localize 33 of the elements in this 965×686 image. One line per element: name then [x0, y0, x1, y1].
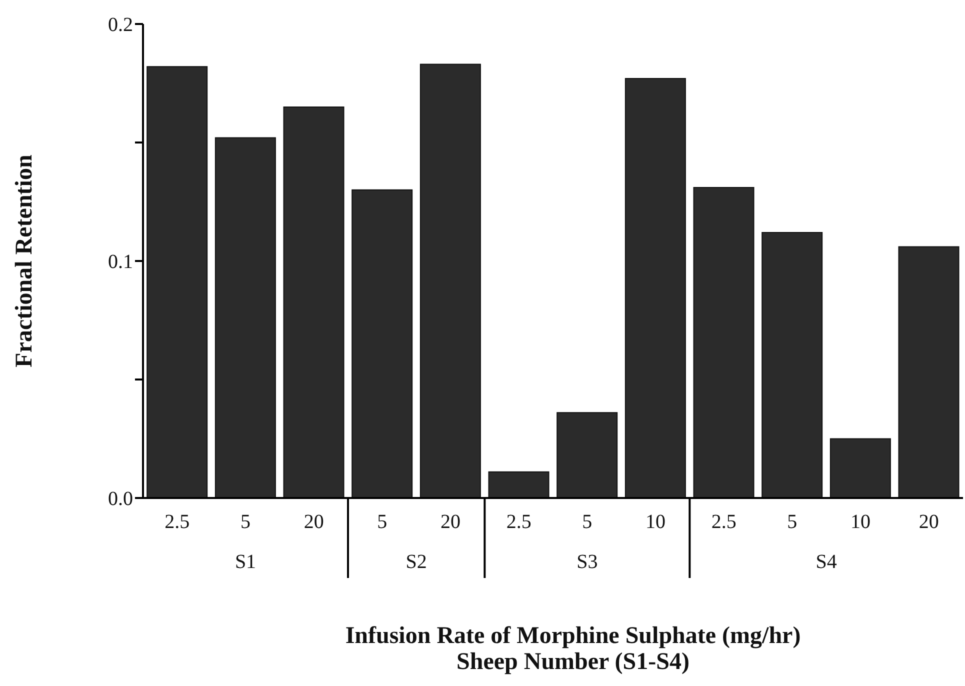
x-tick-label: 5 — [240, 511, 250, 533]
x-tick-label: 5 — [377, 511, 388, 533]
x-tick-label: 2.5 — [506, 511, 532, 533]
x-tick-label: 10 — [850, 511, 870, 533]
text: S4 — [816, 551, 837, 573]
bar — [488, 471, 550, 498]
y-tick-label: 0.1 — [108, 251, 133, 274]
bar — [693, 187, 754, 498]
bar — [898, 246, 960, 498]
x-tick-label: 5 — [787, 511, 798, 533]
x-tick-label: 10 — [646, 511, 666, 533]
y-tick-label: 0.0 — [108, 488, 133, 510]
y-axis-title: Fractional Retention — [12, 154, 38, 368]
bar — [420, 64, 481, 498]
bar — [830, 438, 891, 498]
text: S3 — [576, 551, 598, 573]
x-tick-label: 20 — [918, 511, 939, 533]
bar — [214, 137, 276, 498]
x-tick-label: 2.5 — [164, 511, 190, 533]
bar — [352, 189, 413, 498]
text: S2 — [406, 551, 427, 573]
bar — [762, 232, 823, 498]
bar — [283, 106, 344, 498]
bar — [624, 78, 686, 498]
x-axis-title: Infusion Rate of Morphine Sulphate (mg/hr) Sheep Number (S1-S4) — [345, 623, 801, 675]
x-tick-label: 20 — [440, 511, 460, 533]
x-tick-label: 20 — [304, 511, 324, 533]
text: S1 — [234, 551, 256, 573]
bar — [146, 66, 208, 498]
x-tick-label: 5 — [582, 511, 592, 533]
bar — [556, 412, 618, 498]
y-tick-label: 0.2 — [108, 14, 133, 36]
x-tick-label: 2.5 — [711, 511, 736, 533]
